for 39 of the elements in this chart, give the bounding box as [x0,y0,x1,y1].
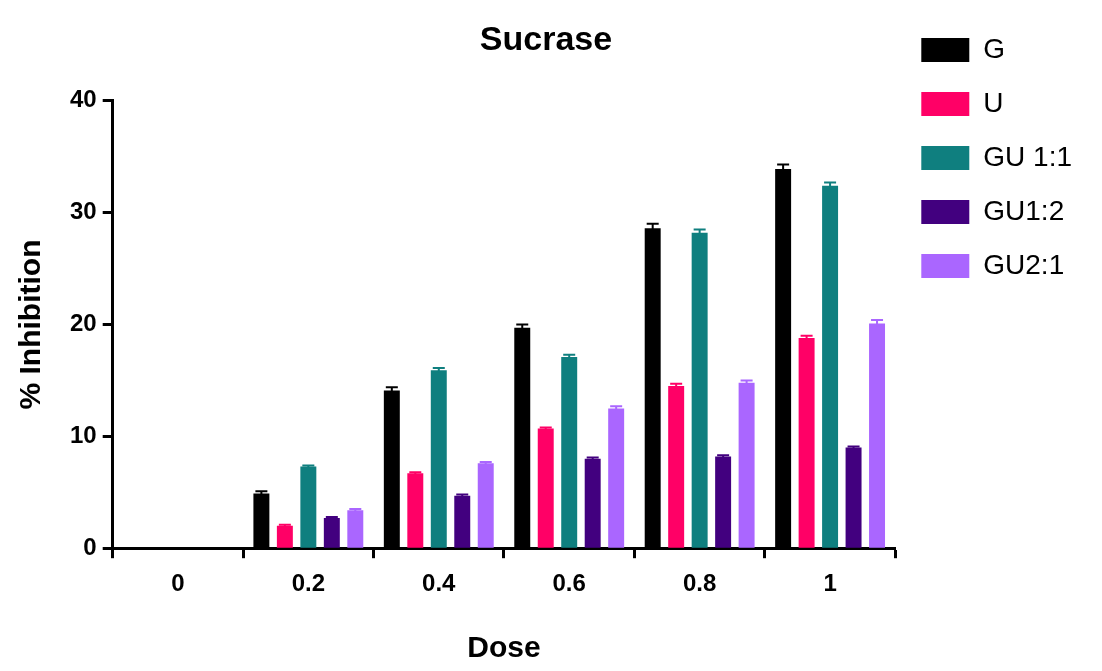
bar [323,518,340,548]
bar [477,463,494,548]
x-tick-label: 1 [823,569,837,597]
bar [561,356,578,548]
y-tick-label: 20 [69,309,97,337]
y-axis-title: % Inhibition [13,239,47,410]
bar [608,408,625,548]
y-tick-label: 10 [69,420,97,448]
bar [691,232,708,548]
bar [454,495,471,548]
bar [430,370,447,548]
bar [798,337,815,548]
legend-label: G [983,32,1006,64]
legend-label: GU 1:1 [983,140,1072,172]
x-axis-title: Dose [467,630,541,664]
y-tick-label: 0 [83,532,97,560]
bar [869,323,886,548]
x-tick-label: 0.8 [682,569,717,597]
bar [715,456,732,548]
y-tick-label: 40 [69,85,97,113]
bar [822,185,839,548]
legend-label: U [983,86,1004,118]
y-tick-label: 30 [69,197,97,225]
bar [276,525,293,548]
x-tick-label: 0 [171,569,185,597]
chart-title: Sucrase [479,18,613,57]
bar [584,458,601,548]
bar [347,510,364,548]
x-tick-label: 0.2 [291,569,326,597]
bar [407,473,424,548]
bar [668,386,685,548]
x-tick-label: 0.6 [552,569,586,597]
bar [537,428,554,548]
legend-label: GU2:1 [983,248,1065,280]
bar [845,447,862,548]
bar [300,466,317,548]
bar [738,382,755,548]
legend-label: GU1:2 [983,194,1065,226]
x-tick-label: 0.4 [422,569,457,597]
